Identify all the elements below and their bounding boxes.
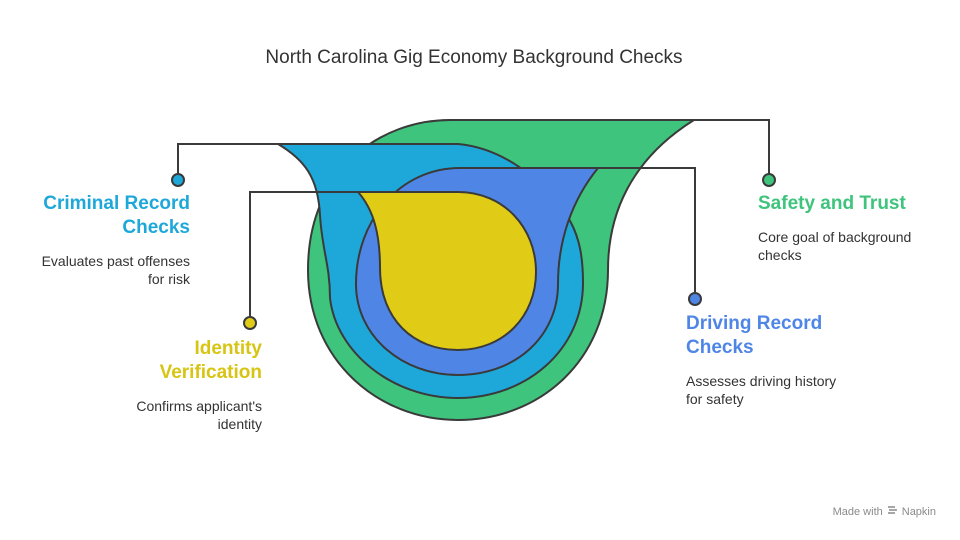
- driving-label: Driving Record Checks: [686, 312, 822, 360]
- driving-dot: [688, 292, 702, 306]
- driving-desc-line1: Assesses driving history: [686, 373, 837, 389]
- criminal-label: Criminal Record Checks: [43, 192, 190, 240]
- criminal-description: Evaluates past offenses for risk: [42, 252, 190, 288]
- criminal-desc-line1: Evaluates past offenses: [41, 253, 190, 269]
- identity-desc-line1: Confirms applicant's: [136, 398, 262, 414]
- made-with-napkin[interactable]: Made with Napkin: [833, 505, 936, 518]
- safety-dot: [762, 173, 776, 187]
- driving-desc-line2: for safety: [686, 391, 744, 407]
- identity-connector: [249, 191, 358, 323]
- safety-desc-line1: Core goal of background: [758, 229, 912, 245]
- made-with-text: Made with: [832, 505, 883, 518]
- criminal-connector: [177, 143, 280, 180]
- driving-connector: [598, 167, 696, 299]
- criminal-dot: [171, 173, 185, 187]
- driving-label-line2: Checks: [686, 337, 754, 358]
- driving-description: Assesses driving history for safety: [686, 372, 836, 408]
- identity-desc-line2: identity: [217, 416, 262, 432]
- safety-description: Core goal of background checks: [758, 228, 911, 264]
- criminal-label-line2: Checks: [122, 217, 190, 238]
- identity-description: Confirms applicant's identity: [136, 397, 262, 433]
- safety-label-line1: Safety and Trust: [758, 193, 906, 214]
- identity-label: Identity Verification: [160, 337, 262, 385]
- identity-dot: [243, 316, 257, 330]
- safety-desc-line2: checks: [758, 247, 802, 263]
- napkin-brand: Napkin: [901, 505, 936, 518]
- safety-label: Safety and Trust: [758, 192, 906, 216]
- safety-connector: [694, 119, 770, 180]
- napkin-logo-icon: [887, 505, 898, 518]
- identity-label-line2: Verification: [159, 362, 262, 383]
- identity-label-line1: Identity: [194, 338, 262, 359]
- page-title: North Carolina Gig Economy Background Ch…: [265, 47, 683, 68]
- criminal-label-line1: Criminal Record: [43, 193, 190, 214]
- criminal-desc-line2: for risk: [148, 271, 190, 287]
- driving-label-line1: Driving Record: [686, 313, 823, 334]
- identity-shape: [355, 191, 538, 352]
